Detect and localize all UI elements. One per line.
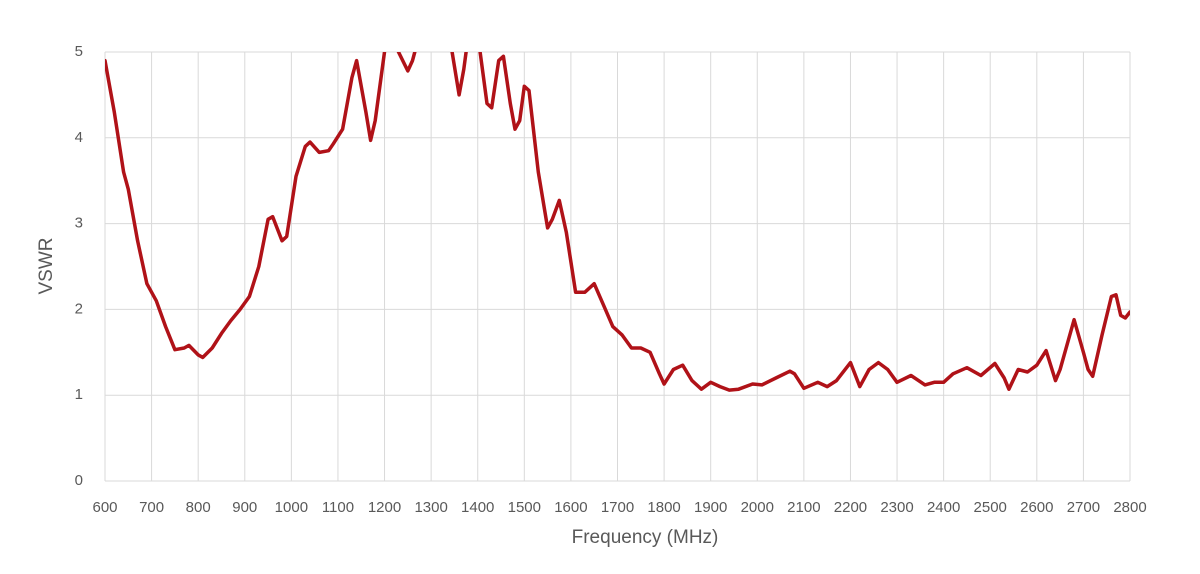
x-tick-label: 900 <box>232 499 257 516</box>
y-tick-label: 1 <box>75 386 83 403</box>
x-tick-label: 2100 <box>787 499 820 516</box>
x-tick-label: 2000 <box>741 499 774 516</box>
x-tick-label: 1900 <box>694 499 727 516</box>
x-tick-label: 2400 <box>927 499 960 516</box>
y-tick-label: 5 <box>75 43 83 60</box>
x-tick-label: 1700 <box>601 499 634 516</box>
x-tick-label: 1300 <box>414 499 447 516</box>
y-tick-label: 4 <box>75 129 83 146</box>
x-tick-label: 1500 <box>508 499 541 516</box>
data-line <box>105 52 1130 392</box>
x-tick-label: 1400 <box>461 499 494 516</box>
x-tick-label: 2300 <box>880 499 913 516</box>
x-tick-label: 1600 <box>554 499 587 516</box>
x-tick-label: 2700 <box>1067 499 1100 516</box>
x-tick-label: 1200 <box>368 499 401 516</box>
x-tick-label: 2200 <box>834 499 867 516</box>
x-tick-label: 2600 <box>1020 499 1053 516</box>
x-tick-label: 1800 <box>647 499 680 516</box>
y-axis-title: VSWR <box>36 238 57 295</box>
x-tick-label: 1000 <box>275 499 308 516</box>
x-tick-label: 600 <box>92 499 117 516</box>
x-tick-label: 1100 <box>322 499 354 516</box>
y-tick-label: 3 <box>75 215 83 232</box>
x-tick-label: 800 <box>186 499 211 516</box>
y-tick-label: 0 <box>75 472 83 489</box>
x-tick-label: 700 <box>139 499 164 516</box>
x-tick-label: 2800 <box>1113 499 1146 516</box>
y-tick-label: 2 <box>75 300 83 317</box>
x-tick-label: 2500 <box>974 499 1007 516</box>
x-axis-title: Frequency (MHz) <box>572 527 719 548</box>
